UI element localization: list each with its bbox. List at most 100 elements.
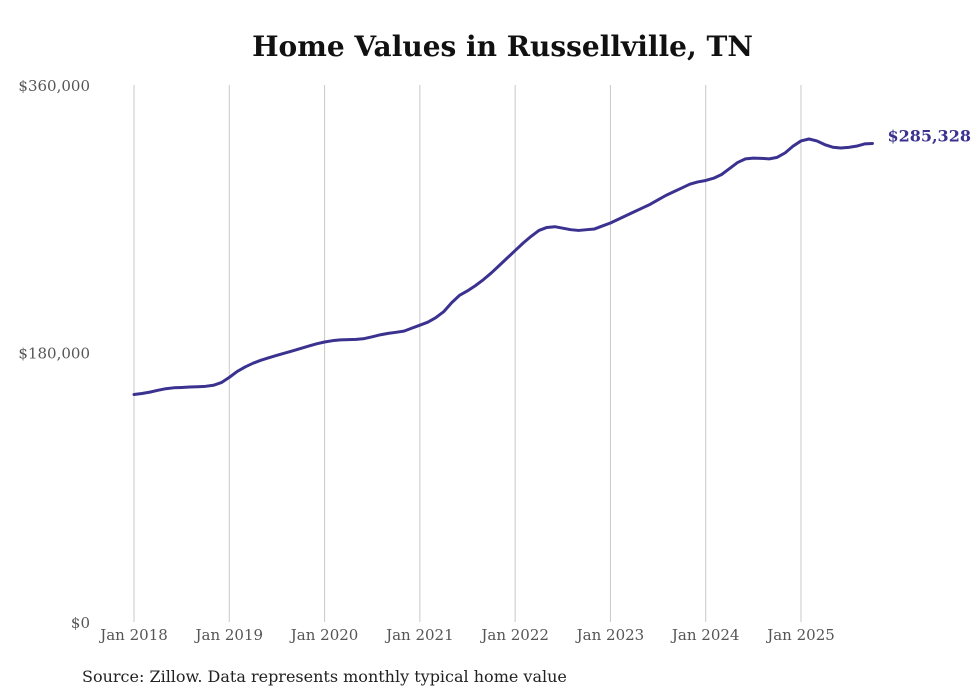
x-tick-label: Jan 2020 [289,626,359,644]
data-point [434,316,437,319]
data-point [546,226,548,229]
data-point [474,284,477,287]
data-point [744,157,747,160]
data-point [490,272,493,274]
data-point [363,337,366,340]
data-point [649,203,652,206]
data-point [831,146,834,149]
data-point [800,140,802,142]
data-point [657,198,659,201]
data-point [760,157,763,160]
data-point [593,228,596,230]
data-point [530,235,532,238]
data-point [665,194,667,197]
data-point [823,143,826,146]
data-point [680,187,683,189]
data-point [688,183,691,186]
data-point [585,228,588,231]
chart-title: Home Values in Russellville, TN [252,30,753,63]
x-tick-label: Jan 2018 [98,626,168,644]
data-point [164,387,167,390]
y-axis: $360,000 $180,000 $0 [18,77,90,632]
data-point [403,330,405,333]
data-point [180,386,183,389]
data-point [712,177,715,180]
data-point [720,173,723,176]
series-layer [132,137,874,397]
data-point [498,264,501,267]
data-point [633,210,636,213]
data-point [871,142,874,145]
data-point [307,345,310,347]
data-point [418,324,421,327]
data-point [704,179,707,182]
data-point [514,249,517,252]
data-point [506,257,509,259]
data-point [331,339,334,342]
x-tick-label: Jan 2023 [575,626,645,644]
data-point [561,227,564,230]
data-point [625,214,628,217]
data-point [426,321,429,324]
data-point [387,332,389,335]
data-point [371,335,374,338]
data-point [609,222,612,224]
data-point [228,376,231,379]
data-point [323,341,326,343]
source-note: Source: Zillow. Data represents monthly … [82,667,567,686]
data-point [641,207,644,209]
data-point [315,342,318,345]
x-tick-label: Jan 2021 [384,626,454,644]
data-point [617,218,620,221]
data-point [236,370,239,373]
data-point [220,381,223,384]
data-point [347,338,350,341]
data-point [133,393,135,396]
data-point [736,161,739,164]
y-tick-label: $0 [71,614,90,632]
data-point [156,389,159,392]
data-point [458,294,461,297]
data-point [601,225,604,227]
data-point [450,301,453,304]
x-tick-label: Jan 2024 [670,626,740,644]
data-point [847,146,850,149]
annotation-layer: $285,328 [887,126,971,145]
data-point [522,242,524,245]
data-point [752,157,755,159]
data-point [863,143,866,145]
data-point [839,147,842,149]
data-point [569,228,572,231]
data-point [268,356,270,359]
data-point [339,339,342,341]
data-point [204,385,207,388]
x-tick-label: Jan 2025 [765,626,835,644]
data-point [252,362,255,365]
data-point [792,145,794,148]
data-point [395,331,397,334]
data-point [212,384,215,387]
data-point [855,145,858,148]
series-line [132,137,874,397]
x-tick-label: Jan 2022 [479,626,549,644]
data-point [188,386,191,388]
data-point [276,354,278,357]
data-point [673,190,675,193]
end-value-label: $285,328 [887,126,971,145]
data-point [577,229,580,232]
y-tick-label: $180,000 [18,345,90,363]
data-point [411,327,413,330]
data-point [696,181,699,183]
data-point [148,391,151,394]
data-point [538,229,540,232]
data-point [784,151,787,154]
data-point [299,347,302,350]
data-point [466,289,469,292]
data-point [244,366,247,368]
data-point [172,386,175,389]
data-point [553,225,556,228]
data-point [776,156,779,159]
data-point [482,278,485,281]
data-point [283,352,286,354]
